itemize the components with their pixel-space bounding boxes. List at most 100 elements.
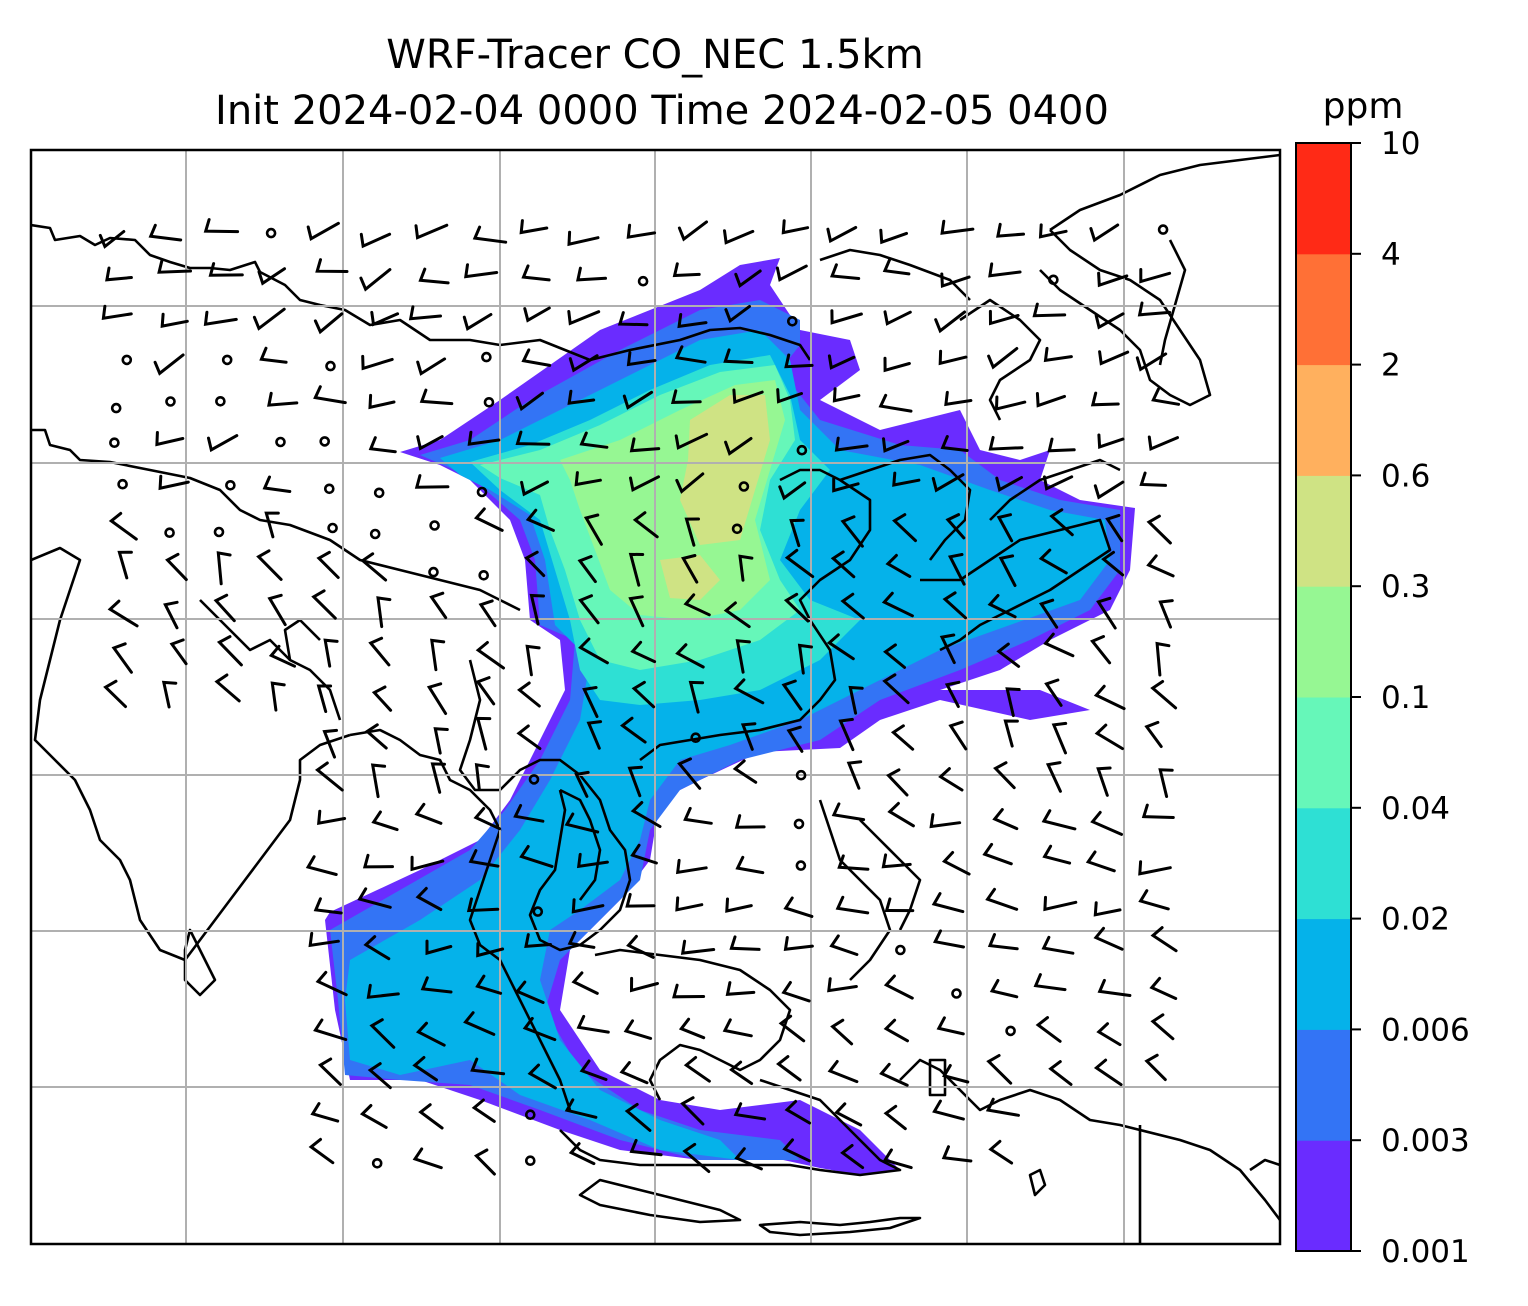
calm-wind-circle: [895, 944, 906, 956]
wind-barb: [776, 388, 803, 404]
wind-barb: [738, 554, 754, 582]
calm-wind-circle: [1005, 1025, 1016, 1037]
wind-barb: [832, 477, 860, 493]
wind-barb: [1150, 926, 1178, 953]
wind-barb: [370, 310, 400, 327]
wind-barb: [516, 724, 542, 751]
wind-barb: [1043, 632, 1075, 658]
wind-barb: [948, 720, 968, 751]
wind-barb: [519, 219, 549, 235]
wind-barb: [466, 897, 500, 913]
wind-barb: [735, 855, 765, 875]
wind-barb: [672, 983, 706, 999]
calm-wind-circle: [371, 1158, 383, 1169]
wind-barb: [463, 1011, 496, 1036]
wind-barb: [1105, 513, 1124, 543]
wind-barb: [568, 354, 599, 373]
calm-wind-circle: [428, 566, 439, 578]
colorbar-swatch-3: [1296, 807, 1351, 920]
wind-barb: [415, 1021, 446, 1047]
wind-barb: [724, 304, 751, 324]
wind-barb: [414, 474, 450, 489]
wind-barb: [1035, 392, 1066, 408]
wind-barb: [1097, 271, 1129, 288]
wind-barb: [474, 763, 490, 791]
wind-barb: [582, 686, 599, 718]
wind-barb: [311, 589, 337, 620]
wind-barb: [268, 644, 296, 668]
wind-barb: [782, 1138, 811, 1163]
wind-barb: [1149, 976, 1178, 1000]
wind-barb: [472, 225, 508, 244]
wind-barb: [781, 219, 810, 235]
calm-wind-circle: [165, 396, 176, 407]
calm-wind-circle: [1157, 224, 1169, 235]
wind-barb: [513, 804, 545, 823]
wind-barb: [1049, 508, 1074, 537]
wind-barb: [476, 942, 505, 958]
calm-wind-circle: [795, 769, 807, 781]
wind-barb: [947, 553, 966, 586]
plume-band-peak-2: [660, 555, 720, 600]
wind-barb: [1094, 723, 1124, 751]
wind-barb: [632, 511, 659, 539]
wind-barb: [416, 435, 444, 451]
wind-barb: [1155, 641, 1171, 677]
wind-barb: [882, 258, 911, 276]
wind-barb: [1035, 1016, 1062, 1043]
calm-wind-circle: [275, 436, 286, 448]
wind-barb: [996, 513, 1014, 543]
wind-barb: [987, 594, 1017, 619]
wind-barb: [155, 431, 185, 447]
wind-barb: [628, 595, 645, 628]
wind-barb: [473, 807, 502, 831]
gridlines: [31, 150, 1280, 1244]
wind-barb: [464, 263, 499, 279]
wind-barb: [881, 591, 914, 618]
wind-barb: [1144, 1053, 1167, 1082]
wind-barb: [571, 898, 605, 914]
wind-barb: [827, 977, 858, 993]
calm-wind-circle: [738, 481, 750, 492]
wind-barb: [781, 679, 803, 711]
wind-barb: [674, 432, 709, 450]
wind-barb: [783, 936, 814, 952]
wind-barb: [586, 720, 603, 750]
wind-barb: [521, 264, 551, 282]
wind-barb: [158, 474, 190, 491]
colorbar-tick-label-3: 0.02: [1381, 902, 1450, 938]
wind-barb: [576, 1014, 610, 1034]
wind-barb: [108, 511, 138, 541]
wind-barb: [165, 552, 188, 582]
wind-barb: [524, 933, 552, 949]
wind-barb: [567, 931, 596, 949]
wind-barb: [473, 1148, 496, 1176]
wind-barb: [996, 222, 1025, 238]
wind-barb: [682, 1142, 711, 1173]
wind-barb: [410, 855, 445, 872]
wind-barb: [1038, 223, 1068, 239]
wind-barb: [576, 266, 607, 282]
wind-barb: [628, 552, 645, 587]
wind-barb: [878, 393, 913, 413]
wind-barb: [1096, 1022, 1122, 1047]
wind-barb: [784, 353, 814, 369]
calm-wind-circle: [786, 315, 798, 327]
wind-barb: [789, 518, 805, 548]
wind-barb: [934, 310, 967, 334]
wind-barb: [826, 226, 858, 244]
wind-barb: [1043, 895, 1078, 912]
wind-barb: [315, 970, 348, 997]
wind-barb: [1042, 844, 1072, 865]
wind-barb: [317, 1057, 342, 1086]
wind-barb: [826, 633, 855, 661]
wind-barb: [525, 644, 541, 677]
calm-wind-circle: [369, 528, 381, 540]
wind-barb: [733, 1102, 767, 1121]
wind-barb: [784, 548, 815, 579]
wind-barb: [369, 1018, 396, 1049]
wind-barb: [829, 934, 859, 956]
wind-barb: [890, 724, 915, 751]
wind-barb: [732, 759, 758, 784]
wind-barb: [313, 385, 347, 405]
